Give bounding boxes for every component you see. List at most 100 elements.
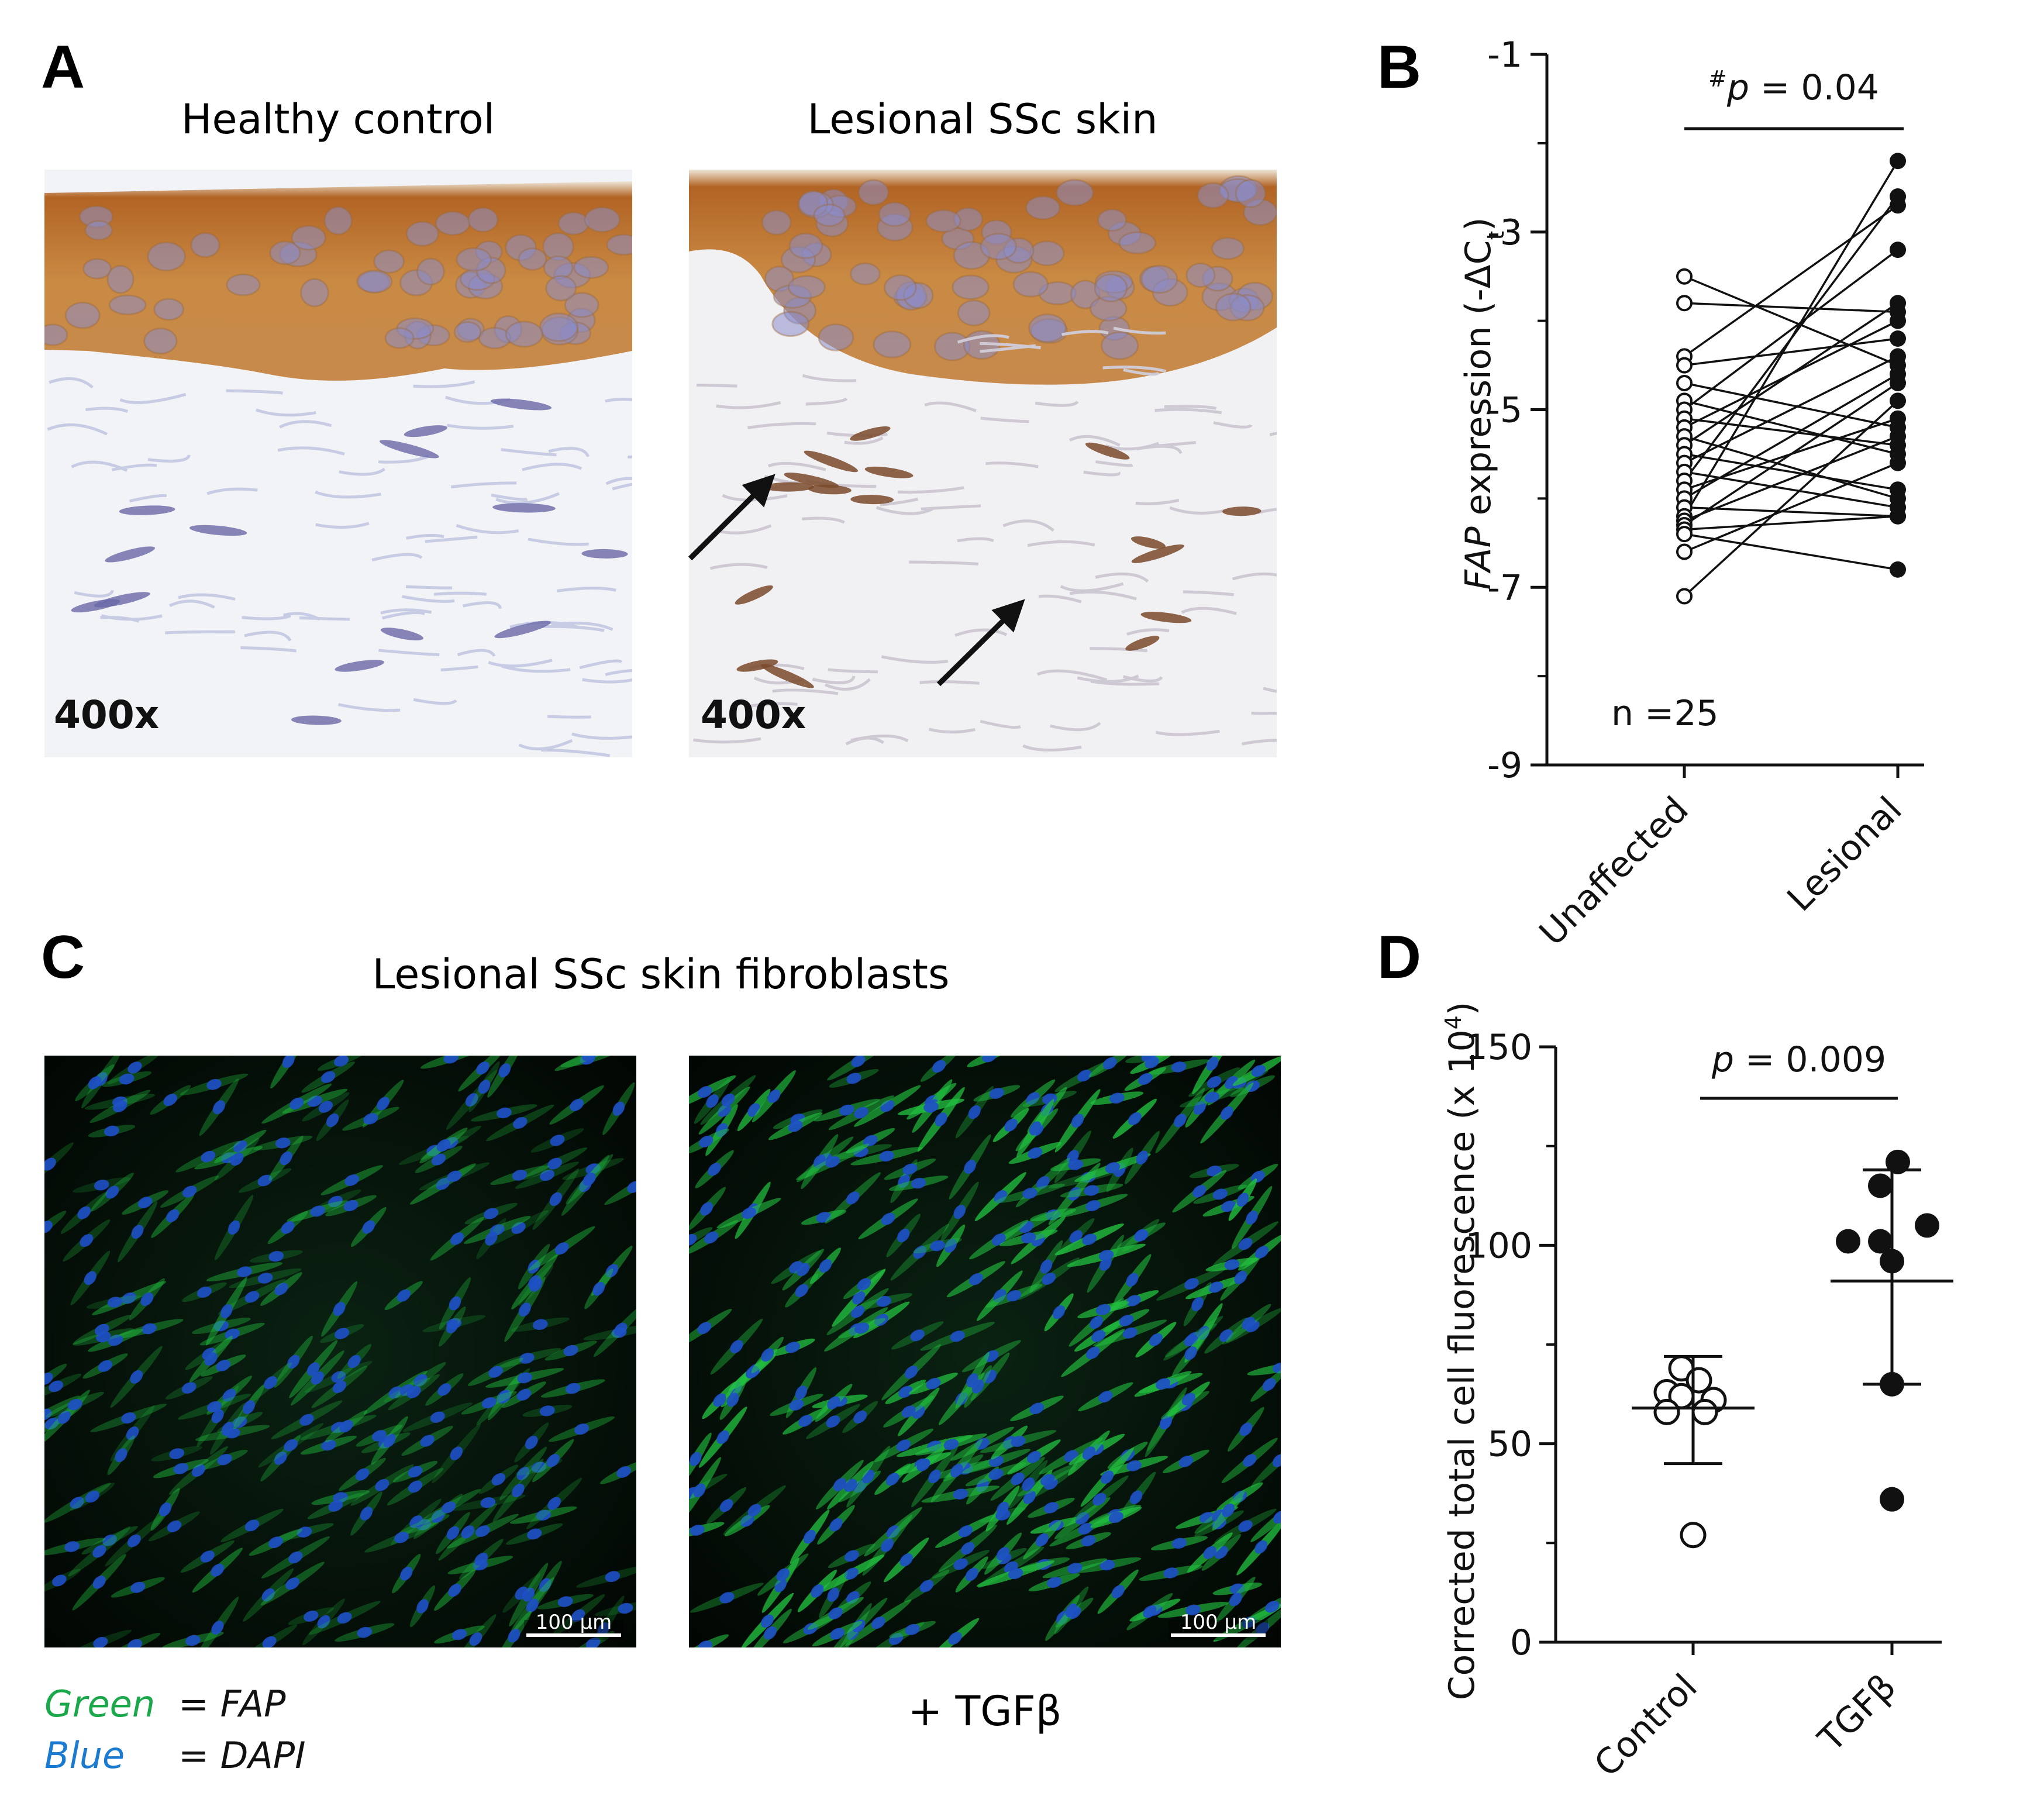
- unaffected-point: [1676, 374, 1693, 391]
- y-tick-label: -1: [1487, 35, 1522, 75]
- dapi-nucleus: [881, 1538, 894, 1552]
- dapi-nucleus: [574, 1423, 590, 1435]
- dapi-nucleus: [760, 1614, 774, 1628]
- keratinocyte-nucleus: [813, 204, 846, 227]
- dapi-nucleus: [833, 1478, 847, 1491]
- keratinocyte-nucleus: [143, 328, 178, 355]
- collagen-fiber: [541, 625, 605, 632]
- dapi-nucleus: [1029, 1402, 1045, 1415]
- lesional-point: [1890, 392, 1906, 409]
- collagen-fiber: [1155, 729, 1220, 736]
- control-point: [1691, 1398, 1718, 1425]
- dapi-nucleus: [1159, 1415, 1172, 1430]
- dapi-nucleus: [84, 1271, 96, 1285]
- dapi-nucleus: [408, 1480, 423, 1493]
- dapi-nucleus: [1022, 1188, 1038, 1199]
- collagen-fiber: [1022, 744, 1082, 752]
- fap-positive-fibroblast: [1131, 536, 1166, 549]
- dapi-nucleus: [333, 1492, 348, 1503]
- dapi-nucleus: [126, 1426, 139, 1440]
- collagen-fiber: [919, 680, 980, 685]
- fibroblast-cell: [491, 398, 552, 411]
- lesional-point: [1890, 454, 1906, 471]
- fap-positive-fibroblast: [850, 495, 894, 505]
- dapi-nucleus: [317, 1615, 330, 1629]
- panel-a-right-title: Lesional SSc skin: [808, 95, 1158, 143]
- fibroblast-cell: [380, 628, 423, 641]
- keratinocyte-nucleus: [416, 257, 445, 286]
- paired-line: [1684, 275, 1898, 367]
- dapi-nucleus: [964, 1160, 976, 1174]
- collagen-fiber: [909, 560, 979, 566]
- dapi-nucleus: [394, 1532, 409, 1543]
- dapi-nucleus: [1042, 1273, 1056, 1285]
- collagen-fiber: [1083, 470, 1121, 477]
- dapi-nucleus: [307, 1095, 322, 1107]
- collagen-fiber: [897, 486, 964, 494]
- dapi-nucleus: [332, 1380, 347, 1394]
- dapi-nucleus: [491, 1473, 506, 1485]
- keratinocyte-nucleus: [106, 264, 135, 294]
- keratinocyte-nucleus: [456, 247, 492, 272]
- dapi-nucleus: [839, 1104, 854, 1116]
- dapi-nucleus: [130, 1581, 146, 1593]
- dapi-nucleus: [127, 1061, 142, 1074]
- dapi-nucleus: [299, 1414, 314, 1426]
- collagen-fiber: [605, 398, 632, 403]
- keratinocyte-nucleus: [873, 330, 912, 359]
- collagen-fiber: [495, 492, 560, 505]
- dapi-nucleus: [211, 1621, 224, 1635]
- dapi-nucleus: [830, 1628, 845, 1640]
- dapi-nucleus: [448, 1583, 461, 1597]
- collagen-fiber: [745, 702, 798, 708]
- dapi-nucleus: [549, 1192, 562, 1207]
- panel-d-letter: D: [1377, 923, 1421, 991]
- dapi-nucleus: [819, 1259, 832, 1273]
- dapi-nucleus: [997, 1547, 1009, 1561]
- dapi-nucleus: [582, 1056, 597, 1061]
- dapi-nucleus: [469, 1632, 482, 1646]
- dapi-nucleus: [583, 1173, 596, 1186]
- dapi-nucleus: [1208, 1281, 1223, 1293]
- fibroblast-cell: [71, 599, 120, 613]
- collagen-fiber: [802, 374, 857, 382]
- histology-image-lesional: 400x: [688, 170, 1277, 757]
- keratinocyte-nucleus: [323, 206, 353, 236]
- y-tick-label: -3: [1487, 212, 1522, 253]
- fap-positive-fibroblast: [1125, 636, 1160, 651]
- dapi-nucleus: [988, 1469, 1004, 1480]
- fap-positive-fibroblast: [784, 473, 839, 488]
- dapi-nucleus: [1128, 1112, 1142, 1125]
- collagen-fiber: [446, 423, 514, 430]
- dapi-nucleus: [159, 1502, 171, 1516]
- paired-line: [1683, 249, 1899, 411]
- dapi-nucleus: [747, 1504, 761, 1516]
- fap-positive-fibroblast: [735, 585, 773, 605]
- dapi-nucleus: [616, 1466, 631, 1478]
- dapi-nucleus: [965, 1567, 978, 1581]
- dapi-nucleus: [1273, 1363, 1281, 1374]
- lesional-point: [1890, 197, 1906, 214]
- collagen-fiber: [1050, 722, 1101, 732]
- paired-line: [1683, 400, 1899, 597]
- dapi-nucleus: [1184, 1346, 1197, 1360]
- dapi-nucleus: [546, 1454, 560, 1467]
- dapi-nucleus: [169, 1448, 184, 1460]
- dapi-nucleus: [984, 1370, 997, 1384]
- dapi-nucleus: [1100, 1559, 1115, 1571]
- dapi-nucleus: [1122, 1327, 1138, 1339]
- dapi-nucleus: [767, 1089, 781, 1104]
- collagen-fiber: [413, 698, 457, 705]
- collagen-fiber: [440, 665, 478, 672]
- fibroblast-cell: [581, 549, 628, 559]
- collagen-fiber: [1095, 460, 1133, 467]
- dapi-nucleus: [932, 1060, 946, 1073]
- dapi-nucleus: [375, 1478, 390, 1491]
- dapi-nucleus: [605, 1264, 619, 1278]
- dapi-nucleus: [232, 1416, 247, 1428]
- dapi-nucleus: [104, 1125, 119, 1137]
- histology-image-healthy: 400x: [44, 170, 632, 757]
- collagen-fiber: [547, 715, 591, 719]
- dapi-nucleus: [926, 1378, 941, 1390]
